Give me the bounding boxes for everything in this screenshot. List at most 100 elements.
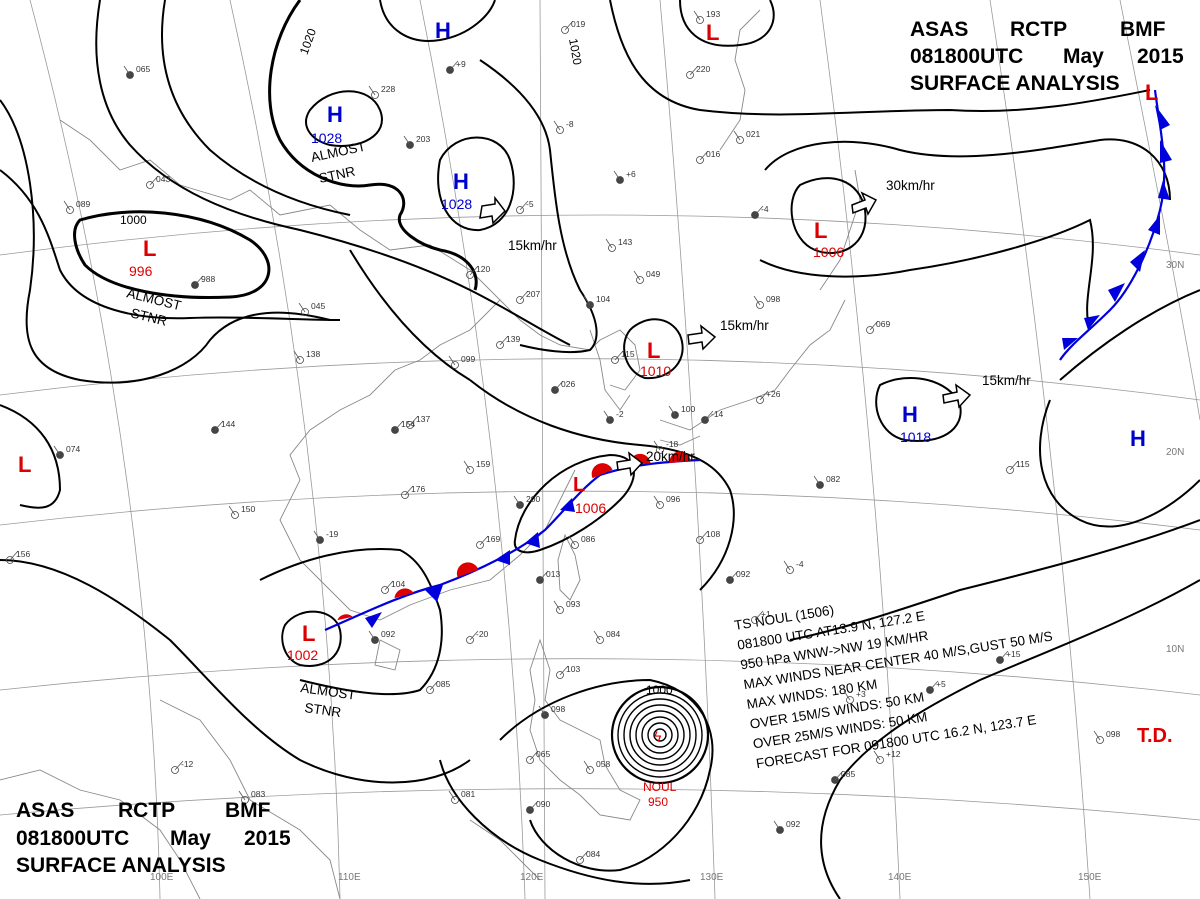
station-obs: 086 <box>568 534 595 549</box>
station-obs: +15 <box>996 649 1021 664</box>
station-obs: 104 <box>583 294 610 309</box>
station-value: 098 <box>766 294 780 304</box>
svg-text:ASAS: ASAS <box>910 18 968 41</box>
wind-barb <box>593 630 601 641</box>
station-obs: +1 <box>751 609 771 624</box>
station-obs: 103 <box>556 664 580 679</box>
station-value: -4 <box>761 204 769 214</box>
station-obs: 099 <box>448 354 475 369</box>
station-observations: 065 043 089 988 045 207 203 019 228 +9 193 220 +6 016… <box>6 9 1120 864</box>
wind-barb <box>384 580 394 591</box>
station-value: 096 <box>666 494 680 504</box>
wind-barb <box>873 750 881 761</box>
station-obs: 150 <box>228 504 255 519</box>
svg-text:110E: 110E <box>338 872 361 883</box>
wind-barb <box>513 495 521 506</box>
station-obs: 108 <box>696 529 720 544</box>
wind-barb <box>773 820 781 831</box>
wind-barb <box>579 850 589 861</box>
wind-barb <box>754 205 764 216</box>
station-circle <box>756 301 764 309</box>
wind-barb <box>568 535 576 546</box>
station-obs: 021 <box>733 129 760 144</box>
wind-barb <box>614 350 624 361</box>
station-value: +5 <box>936 679 946 689</box>
station-circle <box>656 446 664 454</box>
wind-barb <box>539 570 549 581</box>
station-circle <box>696 16 704 24</box>
wind-barb <box>1009 460 1019 471</box>
wind-barb <box>559 665 569 676</box>
wind-barb <box>668 405 676 416</box>
station-obs: 092 <box>368 629 395 644</box>
station-obs: 207 <box>516 289 540 304</box>
station-obs: -20 <box>466 629 489 644</box>
station-obs: 092 <box>773 819 800 834</box>
station-obs: -4 <box>783 559 804 574</box>
wind-barb <box>53 445 61 456</box>
station-obs: 085 <box>831 769 855 784</box>
wind-barb <box>699 150 709 161</box>
station-value: 084 <box>606 629 620 639</box>
wind-barb <box>653 495 661 506</box>
station-obs: -14 <box>701 409 724 424</box>
station-circle <box>1096 736 1104 744</box>
station-circle <box>866 326 874 334</box>
station-obs: -19 <box>313 529 339 544</box>
station-value: 220 <box>696 64 710 74</box>
station-circle <box>381 586 389 594</box>
station-value: -8 <box>566 119 574 129</box>
svg-text:2015: 2015 <box>244 827 291 850</box>
station-circle <box>556 671 564 679</box>
station-value: 086 <box>581 534 595 544</box>
station-value: 159 <box>476 459 490 469</box>
wind-barb <box>689 65 699 76</box>
station-obs: 019 <box>561 19 585 34</box>
svg-text:SURFACE ANALYSIS: SURFACE ANALYSIS <box>910 72 1120 95</box>
wind-barb <box>529 800 539 811</box>
station-obs: 082 <box>813 474 840 489</box>
wind-barb <box>653 440 661 451</box>
motion-label-pacific: 15km/hr <box>982 373 1031 388</box>
station-obs: 074 <box>53 444 80 459</box>
station-circle <box>561 26 569 34</box>
header-top: ASAS RCTP BMF 081800UTC May 2015 SURFACE… <box>910 18 1184 95</box>
svg-text:10N: 10N <box>1166 644 1184 655</box>
station-circle <box>231 511 239 519</box>
station-obs: 065 <box>526 749 550 764</box>
motion-label-manchuria: 15km/hr <box>508 238 557 253</box>
station-obs: 045 <box>298 301 325 316</box>
station-obs: 115 <box>1006 459 1030 474</box>
station-value: 058 <box>596 759 610 769</box>
wind-barb <box>519 200 529 211</box>
wind-barb <box>368 630 376 641</box>
low-center-kurile-value: 1006 <box>813 244 844 260</box>
station-value: -5 <box>526 199 534 209</box>
station-circle <box>696 156 704 164</box>
wind-barb <box>499 335 509 346</box>
typhoon-pressure: 950 <box>648 795 668 809</box>
station-value: 082 <box>826 474 840 484</box>
typhoon-name: NOUL <box>643 780 677 794</box>
station-obs: 085 <box>426 679 450 694</box>
station-obs: -4 <box>751 204 769 219</box>
wind-barb <box>368 85 376 96</box>
station-circle <box>171 766 179 774</box>
station-obs: 115 <box>611 349 635 364</box>
station-obs: 156 <box>6 549 30 564</box>
station-obs: 058 <box>583 759 610 774</box>
station-obs: +5 <box>926 679 946 694</box>
station-obs: 098 <box>1093 729 1120 744</box>
station-obs: 988 <box>191 274 215 289</box>
svg-text:RCTP: RCTP <box>1010 18 1067 41</box>
station-obs: +3 <box>843 689 866 704</box>
station-obs: 176 <box>401 484 425 499</box>
station-value: 104 <box>391 579 405 589</box>
station-value: 120 <box>476 264 490 274</box>
high-center-pacific-value: 1018 <box>900 429 931 445</box>
wind-barb <box>174 760 184 771</box>
low-center-far-west: L <box>18 452 31 477</box>
station-circle <box>301 308 309 316</box>
svg-text:May: May <box>1063 45 1104 68</box>
station-value: 098 <box>551 704 565 714</box>
